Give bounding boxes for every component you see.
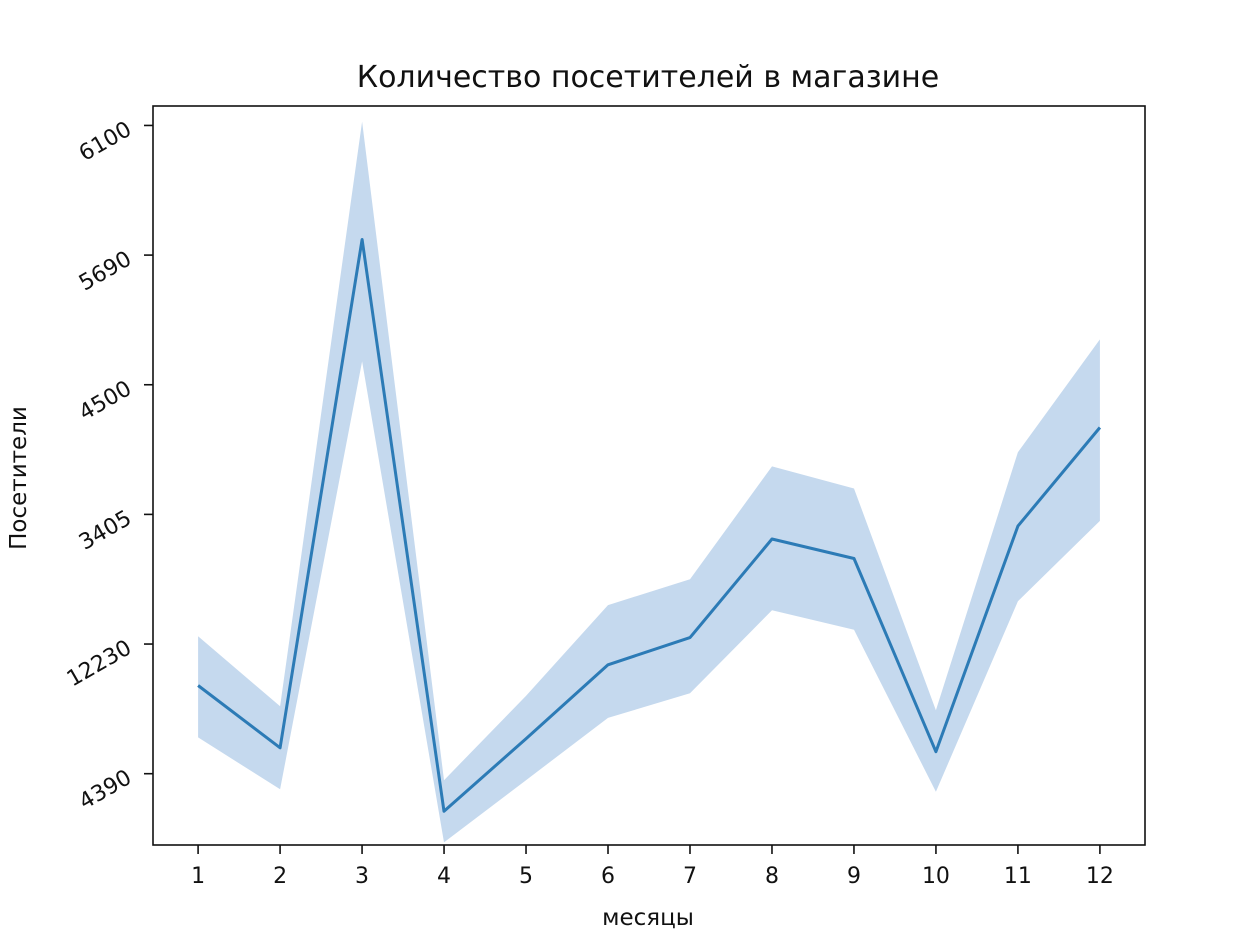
x-tick-label: 1 [191, 864, 205, 889]
x-tick-label: 10 [922, 864, 950, 889]
x-axis: 1 2 3 4 5 6 7 8 9 10 11 12 [191, 845, 1114, 889]
x-tick-label: 2 [273, 864, 287, 889]
data-point-6 [606, 663, 610, 667]
plot-area [196, 121, 1102, 843]
data-point-2 [278, 746, 282, 750]
data-point-9 [852, 556, 856, 560]
x-tick-label: 5 [519, 864, 533, 889]
data-point-10 [934, 750, 938, 754]
x-tick-label: 4 [437, 864, 451, 889]
chart-title: Количество посетителей в магазине [357, 60, 939, 95]
x-tick-label: 12 [1086, 864, 1114, 889]
data-point-7 [688, 636, 692, 640]
data-point-11 [1016, 524, 1020, 528]
y-axis-label: Посетители [6, 406, 32, 550]
data-point-5 [524, 737, 528, 741]
data-point-3 [360, 238, 364, 242]
x-tick-label: 11 [1004, 864, 1032, 889]
x-axis-label: месяцы [602, 905, 694, 931]
x-tick-label: 8 [765, 864, 779, 889]
data-point-1 [196, 684, 200, 688]
data-point-4 [442, 809, 446, 813]
series-line [197, 238, 1102, 813]
data-point-12 [1098, 426, 1102, 430]
data-point-8 [770, 537, 774, 541]
x-tick-label: 6 [601, 864, 615, 889]
x-tick-label: 7 [683, 864, 697, 889]
plot-frame [152, 105, 1146, 846]
x-tick-label: 3 [355, 864, 369, 889]
x-tick-label: 9 [847, 864, 861, 889]
